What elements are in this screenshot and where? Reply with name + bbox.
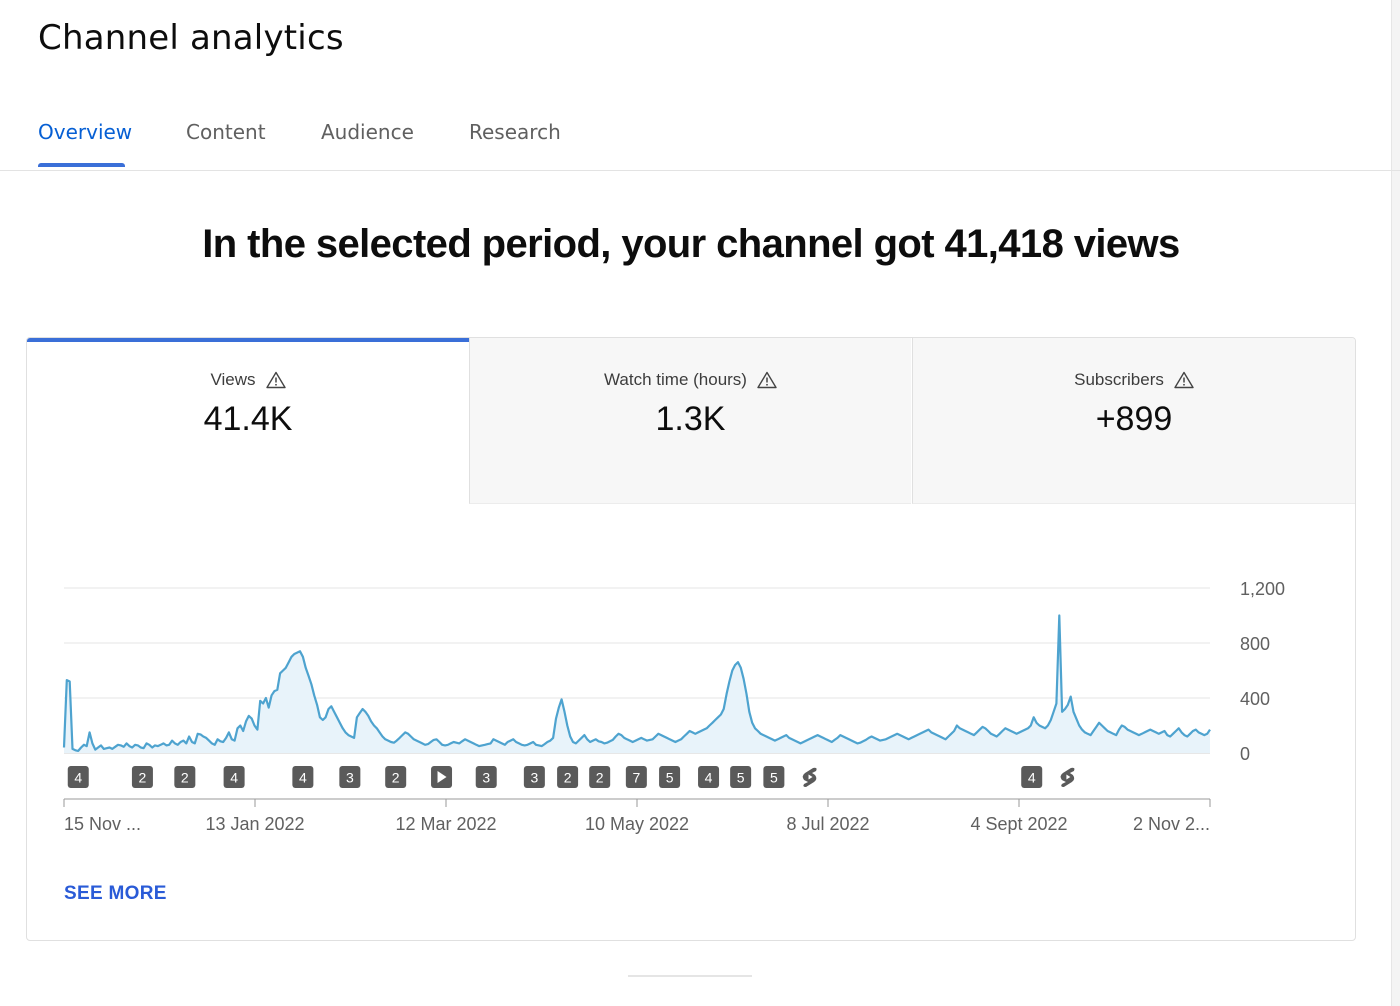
warning-icon[interactable] bbox=[1174, 371, 1194, 389]
video-marker bbox=[292, 766, 314, 788]
y-tick-label: 1,200 bbox=[1240, 579, 1285, 599]
shorts-icon bbox=[802, 767, 817, 787]
views-area bbox=[64, 615, 1210, 753]
metric-tab-watch-time[interactable]: Watch time (hours) 1.3K bbox=[469, 338, 911, 504]
metric-tab-views[interactable]: Views 41.4K bbox=[27, 338, 469, 504]
video-marker bbox=[625, 766, 647, 788]
video-marker bbox=[730, 766, 752, 788]
y-tick-label: 400 bbox=[1240, 689, 1270, 709]
video-marker-count: 4 bbox=[299, 770, 307, 786]
overview-card: Views 41.4K Watch time (hours) 1.3K Subs… bbox=[26, 337, 1356, 941]
video-marker bbox=[1021, 766, 1043, 788]
metric-value: 41.4K bbox=[203, 400, 293, 438]
divider bbox=[628, 975, 752, 977]
video-marker bbox=[523, 766, 545, 788]
metric-value: +899 bbox=[1095, 400, 1173, 438]
video-marker-count: 3 bbox=[530, 770, 538, 786]
video-marker-count: 2 bbox=[139, 770, 147, 786]
window-edge bbox=[1391, 0, 1400, 1006]
x-tick-label: 8 Jul 2022 bbox=[786, 814, 869, 834]
metric-tab-subscribers[interactable]: Subscribers +899 bbox=[912, 338, 1355, 504]
metric-label: Watch time (hours) bbox=[604, 370, 747, 389]
video-marker-count: 2 bbox=[564, 770, 572, 786]
video-marker bbox=[67, 766, 89, 788]
summary-headline: In the selected period, your channel got… bbox=[202, 222, 1180, 266]
video-marker-count: 2 bbox=[392, 770, 400, 786]
x-tick-label: 4 Sept 2022 bbox=[970, 814, 1067, 834]
video-marker bbox=[385, 766, 407, 788]
x-tick-label: 13 Jan 2022 bbox=[205, 814, 304, 834]
x-tick-label: 12 Mar 2022 bbox=[395, 814, 496, 834]
video-marker-count: 4 bbox=[1028, 770, 1036, 786]
video-marker bbox=[339, 766, 361, 788]
video-marker-count: 4 bbox=[74, 770, 82, 786]
tab-audience[interactable]: Audience bbox=[321, 120, 414, 144]
y-tick-label: 800 bbox=[1240, 634, 1270, 654]
views-line-chart: 0 400 800 1,200 15 Nov ... 13 Jan 2022 12 Mar … bbox=[62, 579, 1285, 834]
video-marker bbox=[698, 766, 720, 788]
video-marker bbox=[659, 766, 681, 788]
x-tick-label: 10 May 2022 bbox=[585, 814, 689, 834]
tab-bar: Overview Content Audience Research bbox=[0, 100, 1400, 171]
tab-research[interactable]: Research bbox=[469, 120, 561, 144]
play-icon bbox=[437, 771, 447, 783]
tab-content[interactable]: Content bbox=[186, 120, 266, 144]
warning-icon[interactable] bbox=[757, 371, 777, 389]
video-marker bbox=[557, 766, 579, 788]
video-marker-count: 2 bbox=[181, 770, 189, 786]
tab-overview[interactable]: Overview bbox=[38, 120, 133, 144]
video-marker-count: 4 bbox=[230, 770, 238, 786]
views-series-line bbox=[62, 614, 1211, 752]
video-marker bbox=[763, 766, 785, 788]
video-marker-count: 5 bbox=[666, 770, 674, 786]
see-more-link[interactable]: SEE MORE bbox=[64, 883, 167, 904]
x-tick-label: 15 Nov ... bbox=[64, 814, 141, 834]
video-marker-count: 5 bbox=[737, 770, 745, 786]
video-marker-count: 3 bbox=[482, 770, 490, 786]
shorts-icon bbox=[1060, 767, 1075, 787]
views-chart: 0 400 800 1,200 15 Nov ... 13 Jan 2022 12 Mar … bbox=[27, 538, 1355, 868]
video-marker bbox=[131, 766, 153, 788]
video-marker-count: 4 bbox=[705, 770, 713, 786]
page-title: Channel analytics bbox=[38, 18, 344, 58]
metric-label: Subscribers bbox=[1074, 370, 1164, 389]
video-marker-count: 3 bbox=[346, 770, 354, 786]
video-marker bbox=[223, 766, 245, 788]
video-marker-count: 5 bbox=[770, 770, 778, 786]
video-marker bbox=[174, 766, 196, 788]
y-tick-label: 0 bbox=[1240, 744, 1250, 764]
video-marker bbox=[475, 766, 497, 788]
video-marker-count: 7 bbox=[632, 770, 640, 786]
active-tab-indicator bbox=[38, 163, 125, 167]
metric-label: Views bbox=[210, 370, 256, 389]
warning-icon[interactable] bbox=[265, 371, 286, 389]
video-marker-count: 2 bbox=[596, 770, 604, 786]
active-metric-indicator bbox=[27, 338, 469, 342]
x-tick-label: 2 Nov 2... bbox=[1133, 814, 1210, 834]
video-marker bbox=[589, 766, 611, 788]
metric-value: 1.3K bbox=[655, 400, 726, 438]
